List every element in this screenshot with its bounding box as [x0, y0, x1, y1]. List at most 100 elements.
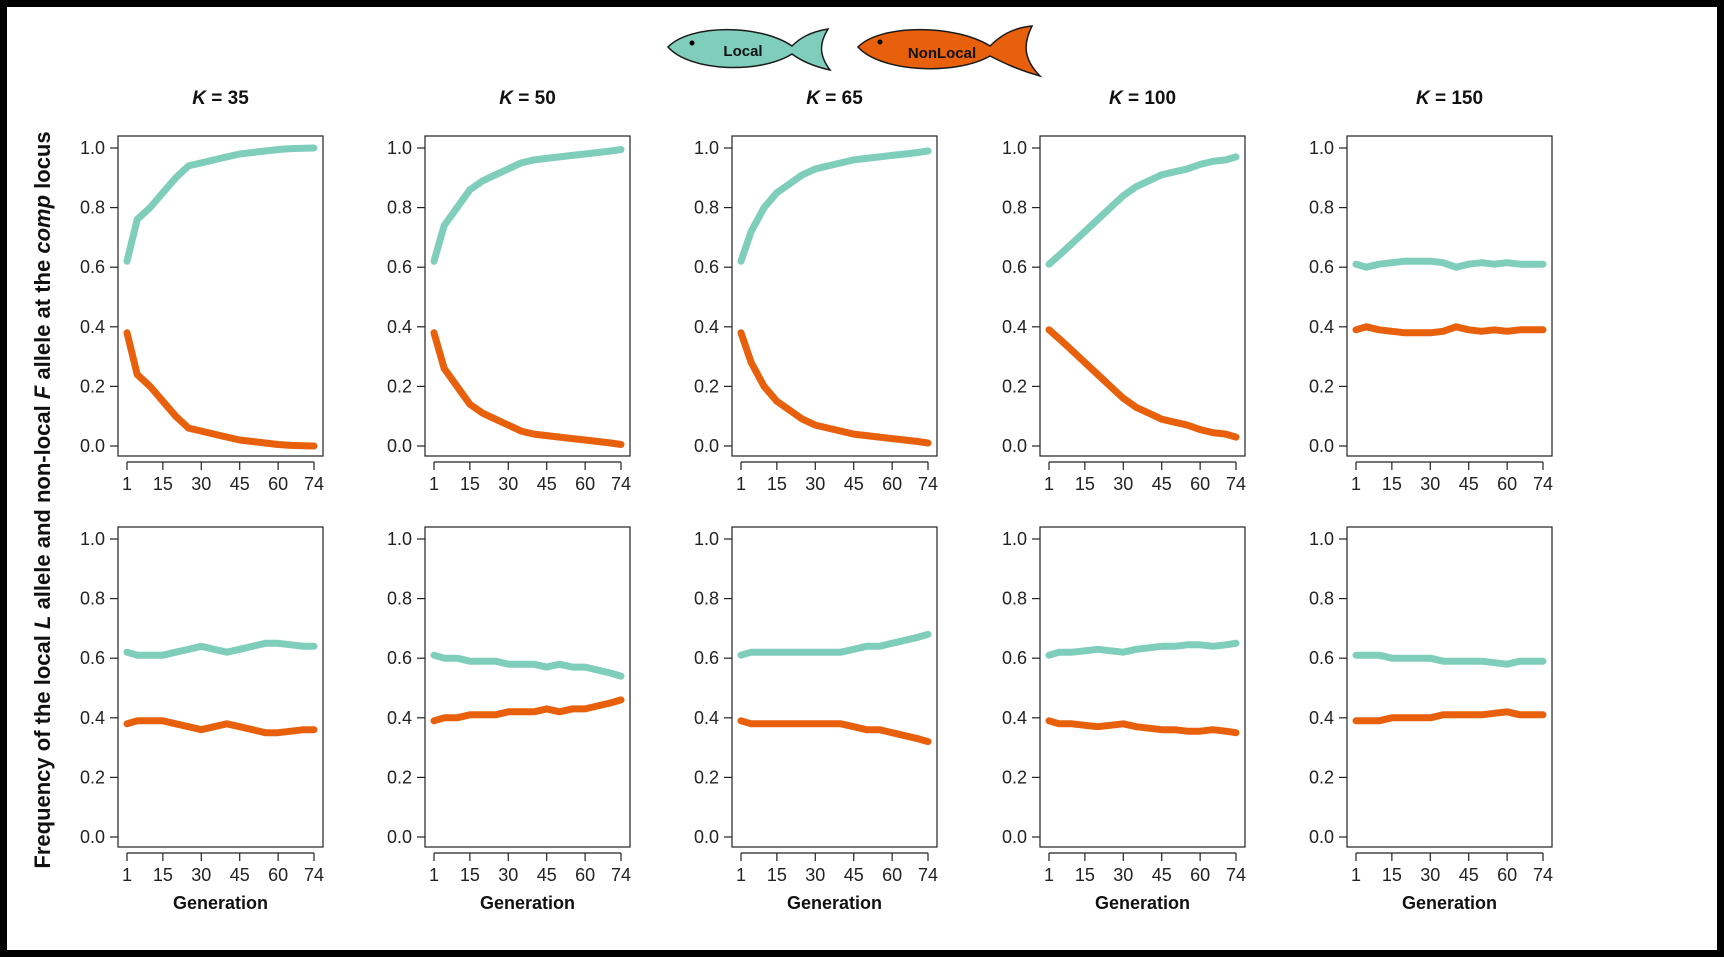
- y-tick-label: 0.8: [694, 589, 719, 609]
- series-line-nonlocal: [1352, 708, 1547, 725]
- x-tick-label: 60: [575, 474, 595, 494]
- x-tick-label: 30: [805, 865, 825, 885]
- panel: 0.0 0.2 0.4 0.6 0.8 1.0 1 15 30 45 60 74 Generation: [694, 526, 938, 913]
- y-tick-label: 0.4: [694, 317, 719, 337]
- panel-title-value: = 100: [1123, 88, 1176, 109]
- plot-frame: [424, 526, 631, 848]
- series-line-nonlocal: [737, 329, 932, 447]
- plot-frame: [731, 526, 938, 848]
- x-tick-label: 15: [153, 865, 173, 885]
- x-axis-label: Generation: [173, 893, 268, 913]
- y-tick-label: 0.4: [1309, 317, 1334, 337]
- series-line-nonlocal: [1045, 326, 1240, 441]
- y-tick-label: 0.6: [1309, 257, 1334, 277]
- x-tick-label: 1: [122, 865, 132, 885]
- y-tick-label: 0.4: [1002, 708, 1027, 728]
- x-tick-label: 15: [153, 474, 173, 494]
- panel-title-value: = 50: [513, 88, 556, 109]
- x-tick-label: 15: [1382, 865, 1402, 885]
- x-tick-label: 30: [805, 474, 825, 494]
- series-line-nonlocal: [430, 696, 625, 725]
- y-tick-label: 0.0: [80, 827, 105, 847]
- series-line-local: [1352, 257, 1547, 271]
- y-axis-label: Frequency of the local L allele and non-…: [30, 131, 55, 868]
- x-tick-label: 1: [429, 865, 439, 885]
- panels: K = 35 K = 50 K = 65 K = 100 K = 1500.00.20.…: [80, 88, 1553, 913]
- y-axis-label-part: L: [30, 616, 55, 629]
- y-tick-label: 0.8: [1309, 589, 1334, 609]
- y-tick-label: 0.6: [694, 648, 719, 668]
- y-axis-label-part: allele at the: [30, 254, 55, 386]
- panel-title-value: = 150: [1430, 88, 1483, 109]
- x-tick-label: 15: [1382, 474, 1402, 494]
- y-tick-label: 0.2: [1309, 767, 1334, 787]
- x-tick-label: 45: [1459, 865, 1479, 885]
- x-tick-label: 45: [844, 865, 864, 885]
- panel-title: K = 35: [192, 88, 249, 109]
- series-line-local: [1045, 153, 1240, 268]
- x-tick-label: 60: [882, 865, 902, 885]
- plot-frame: [424, 135, 631, 457]
- y-tick-label: 0.8: [1002, 589, 1027, 609]
- y-tick-label: 0.6: [1309, 648, 1334, 668]
- x-tick-label: 45: [1152, 474, 1172, 494]
- y-tick-label: 0.4: [1309, 708, 1334, 728]
- y-tick-label: 0.6: [80, 257, 105, 277]
- x-tick-label: 1: [1044, 474, 1054, 494]
- y-tick-label: 0.2: [1002, 376, 1027, 396]
- y-tick-label: 0.2: [1309, 376, 1334, 396]
- nonlocal-fish-icon: NonLocal: [856, 25, 1043, 78]
- y-tick-label: 0.8: [80, 589, 105, 609]
- y-tick-label: 1.0: [1309, 529, 1334, 549]
- y-tick-label: 0.4: [1002, 317, 1027, 337]
- series-line-nonlocal: [1045, 717, 1240, 737]
- x-tick-label: 30: [1420, 865, 1440, 885]
- x-tick-label: 60: [1497, 474, 1517, 494]
- panel-title-k: K: [1109, 88, 1124, 109]
- y-tick-label: 0.8: [387, 589, 412, 609]
- y-tick-label: 0.0: [1002, 436, 1027, 456]
- x-tick-label: 1: [429, 474, 439, 494]
- x-tick-label: 1: [122, 474, 132, 494]
- x-tick-label: 60: [575, 865, 595, 885]
- y-axis-label-part: allele and non-local: [30, 399, 55, 615]
- series-line-nonlocal: [430, 329, 625, 448]
- y-tick-label: 1.0: [694, 138, 719, 158]
- x-tick-label: 74: [918, 474, 938, 494]
- y-tick-label: 0.8: [80, 198, 105, 218]
- panel: 0.0 0.2 0.4 0.6 0.8 1.0 1 15 30 45 60 74: [694, 135, 938, 494]
- x-tick-label: 60: [268, 474, 288, 494]
- panel-title: K = 50: [499, 88, 556, 109]
- panel: 0.0 0.2 0.4 0.6 0.8 1.0 1 15 30 45 60 74 Generation: [387, 526, 631, 913]
- series-line-local: [737, 630, 932, 659]
- panel: 0.0 0.2 0.4 0.6 0.8 1.0 1 15 30 45 60 74: [387, 135, 631, 494]
- y-axis-label-part: locus: [30, 131, 55, 195]
- panel-title: K = 150: [1416, 88, 1483, 109]
- y-tick-label: 0.6: [1002, 257, 1027, 277]
- panel: 0.0 0.2 0.4 0.6 0.8 1.0 1 15 30 45 60 74: [1309, 135, 1553, 494]
- x-axis-label: Generation: [787, 893, 882, 913]
- plot-frame: [1346, 135, 1553, 457]
- y-tick-label: 0.8: [1002, 198, 1027, 218]
- plot-frame: [731, 135, 938, 457]
- x-tick-label: 15: [1075, 474, 1095, 494]
- y-tick-label: 1.0: [694, 529, 719, 549]
- x-tick-label: 1: [1351, 474, 1361, 494]
- x-tick-label: 74: [1226, 865, 1246, 885]
- x-tick-label: 30: [498, 474, 518, 494]
- plot-frame: [117, 526, 324, 848]
- x-tick-label: 45: [230, 474, 250, 494]
- series-line-local: [1352, 651, 1547, 668]
- y-tick-label: 0.8: [387, 198, 412, 218]
- x-tick-label: 15: [1075, 865, 1095, 885]
- y-tick-label: 0.0: [80, 436, 105, 456]
- x-tick-label: 74: [304, 474, 324, 494]
- x-tick-label: 74: [611, 474, 631, 494]
- y-tick-label: 0.0: [694, 436, 719, 456]
- x-tick-label: 15: [767, 865, 787, 885]
- y-tick-label: 0.6: [694, 257, 719, 277]
- x-tick-label: 1: [1044, 865, 1054, 885]
- plot-frame: [1346, 526, 1553, 848]
- y-axis-label-part: F: [30, 385, 55, 399]
- series-line-local: [737, 147, 932, 265]
